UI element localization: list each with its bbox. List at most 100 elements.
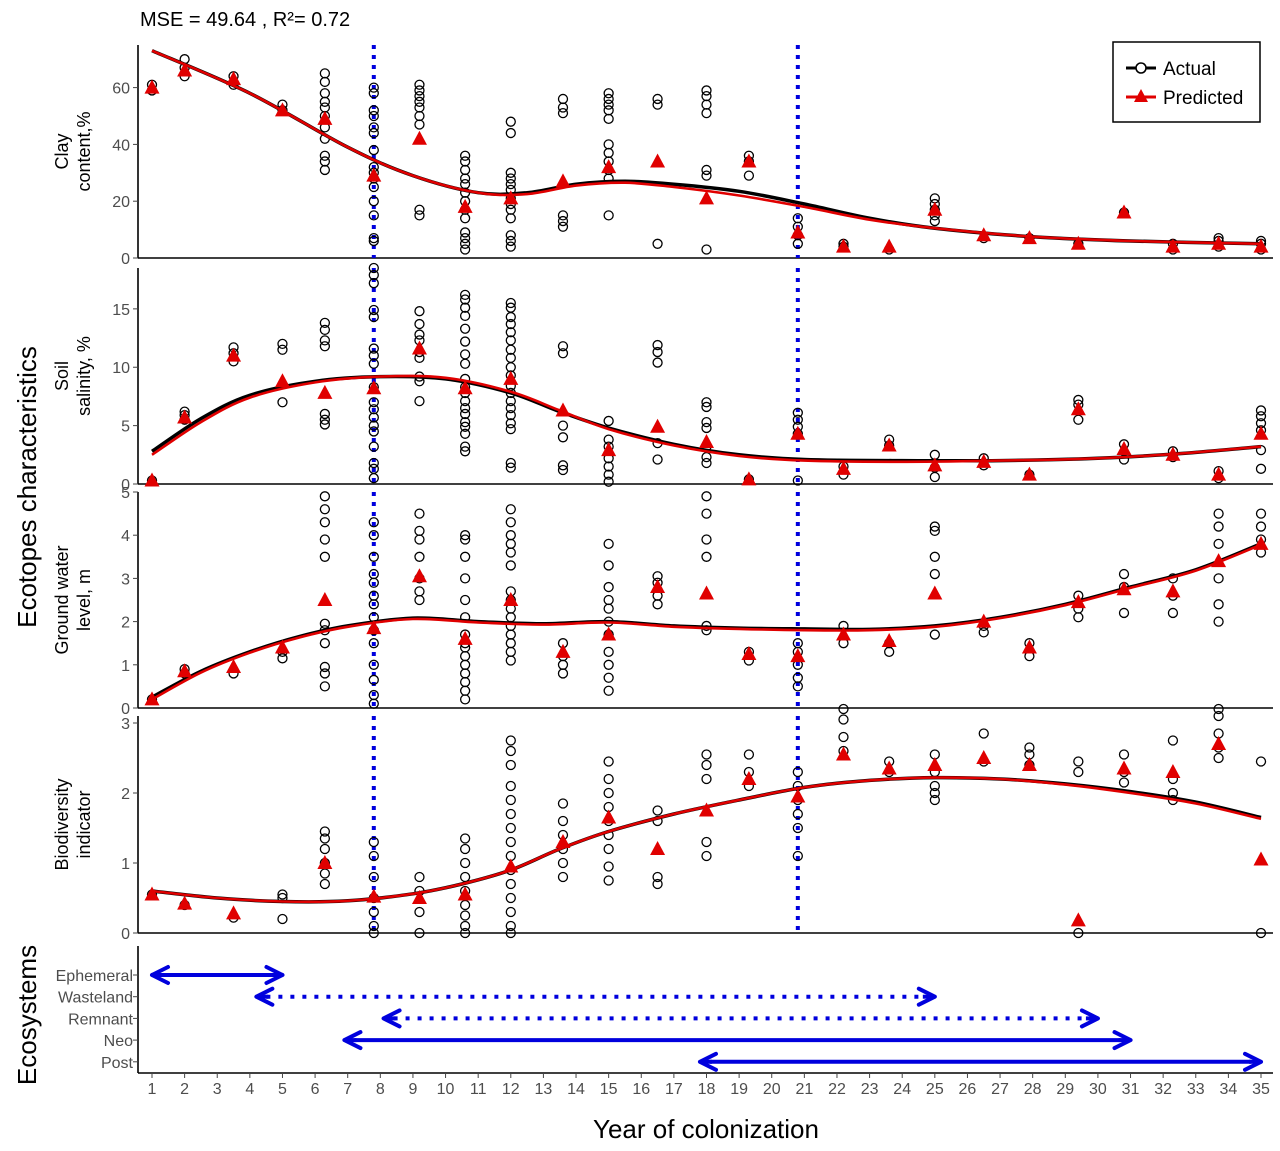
actual-point [1213, 538, 1224, 549]
actual-point [603, 787, 614, 799]
predicted-point [274, 639, 290, 654]
predicted-point [317, 855, 333, 869]
predicted-point [177, 663, 193, 678]
actual-point [319, 534, 331, 545]
actual-point [603, 756, 614, 767]
predicted-point [457, 630, 473, 645]
actual-point [929, 193, 940, 204]
actual-point [701, 397, 712, 408]
actual-point [792, 808, 803, 820]
predicted-point [650, 579, 666, 594]
actual-point [459, 668, 471, 679]
predicted-point [927, 757, 943, 771]
actual-point [1255, 411, 1267, 422]
actual-point [459, 336, 471, 347]
actual-point [505, 646, 516, 657]
predicted-point [699, 190, 714, 205]
actual-point [505, 638, 516, 649]
actual-point [459, 408, 471, 420]
actual-point [368, 304, 379, 316]
actual-point [792, 638, 803, 649]
x-tick-label: 25 [926, 1081, 944, 1098]
predicted-point [317, 384, 333, 399]
ecosystems-axis-label: Ecosystems [12, 945, 42, 1085]
x-tick-label: 30 [1089, 1081, 1107, 1098]
actual-point [701, 416, 712, 428]
actual-point [459, 594, 471, 606]
actual-point [368, 122, 379, 133]
actual-point [368, 457, 379, 469]
actual-point [414, 102, 425, 113]
actual-curve [151, 49, 1262, 246]
actual-point [792, 407, 803, 418]
actual-point [603, 581, 614, 593]
actual-point [459, 213, 471, 224]
predicted-point [741, 153, 757, 168]
actual-point [368, 551, 379, 562]
actual-point [743, 170, 755, 181]
actual-point [459, 927, 471, 939]
actual-point [505, 418, 516, 429]
actual-point [603, 93, 614, 105]
predicted-point [790, 648, 806, 663]
actual-point [603, 685, 614, 696]
x-tick-label: 16 [632, 1081, 650, 1098]
predicted-point [601, 442, 617, 457]
actual-point [603, 105, 614, 116]
actual-point [319, 335, 331, 346]
actual-point [557, 668, 569, 679]
actual-point [459, 651, 471, 662]
actual-point [1213, 521, 1224, 532]
actual-point [1073, 766, 1084, 778]
actual-point [319, 826, 331, 837]
actual-point [1167, 607, 1179, 619]
predicted-point [457, 198, 473, 213]
panel-axis-label-line: salinity, % [74, 336, 94, 416]
actual-point [1213, 599, 1224, 610]
actual-point [368, 269, 379, 281]
actual-point [701, 551, 712, 562]
panel-4: 0 1 2 3 Biodiversity indicator [52, 703, 1273, 943]
predicted-point [144, 79, 160, 94]
predicted-point [226, 347, 242, 362]
actual-point [368, 210, 379, 221]
actual-point [603, 773, 614, 785]
actual-point [368, 350, 379, 361]
actual-point [368, 463, 379, 474]
x-tick-label: 32 [1154, 1081, 1172, 1098]
actual-point [505, 612, 516, 623]
actual-point [701, 534, 712, 545]
actual-point [459, 150, 471, 161]
actual-point [459, 694, 471, 705]
actual-point [1118, 749, 1130, 760]
actual-point [557, 348, 569, 359]
panel-1: 0 20 40 60 Clay content,% [52, 45, 1273, 268]
actual-point [459, 871, 471, 883]
actual-point [505, 297, 516, 309]
actual-point [652, 93, 663, 105]
actual-point [603, 139, 614, 150]
actual-point [505, 116, 516, 127]
x-tick-label: 27 [991, 1081, 1009, 1098]
predicted-point [317, 110, 333, 125]
actual-point [368, 517, 379, 528]
predicted-point [790, 425, 806, 440]
actual-point [603, 603, 614, 614]
actual-point [978, 627, 989, 638]
actual-point [884, 646, 895, 657]
actual-point [414, 551, 425, 562]
actual-point [319, 76, 331, 88]
actual-point [792, 850, 803, 862]
predicted-point [1070, 401, 1086, 416]
actual-point [505, 808, 516, 820]
predicted-point [177, 895, 193, 910]
predicted-point [1165, 446, 1181, 461]
actual-point [603, 210, 614, 221]
actual-point [505, 409, 516, 421]
actual-point [701, 457, 712, 469]
actual-point [1073, 756, 1084, 767]
actual-point [414, 586, 425, 597]
actual-point [414, 871, 425, 883]
actual-point [1255, 756, 1267, 767]
actual-point [459, 395, 471, 407]
